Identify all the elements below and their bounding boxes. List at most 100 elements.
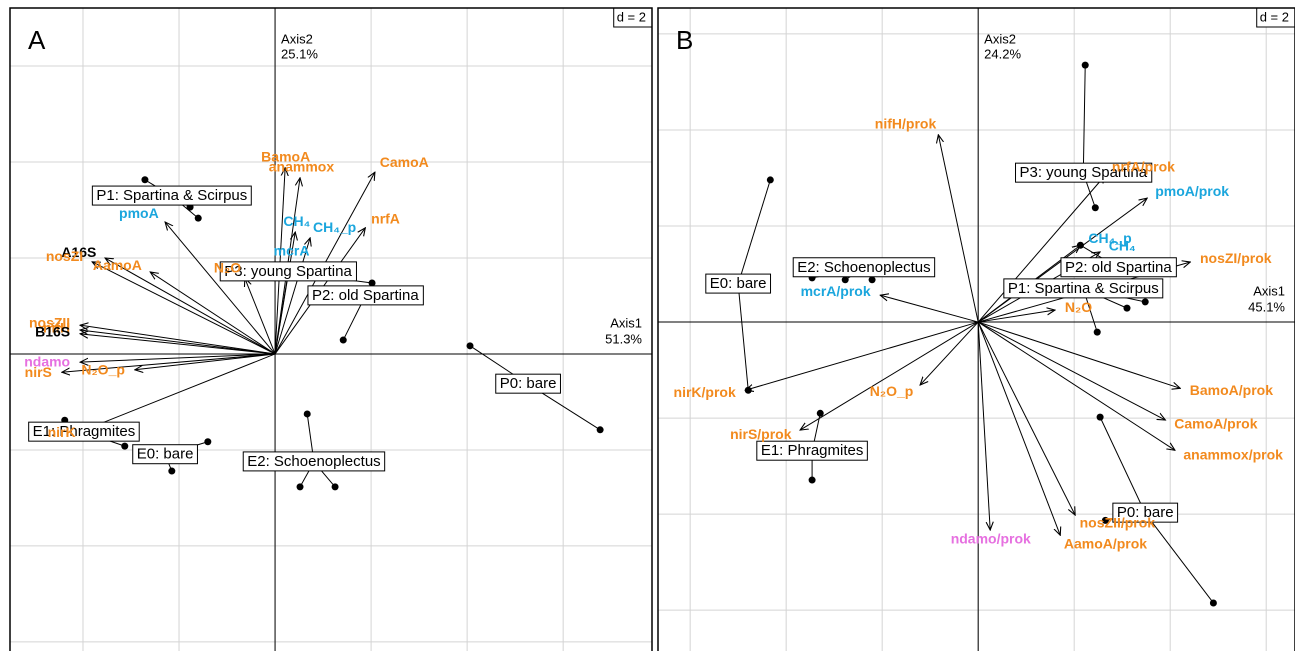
group-label-box xyxy=(756,440,868,461)
loading-arrow xyxy=(977,321,1165,420)
variable-label: anammox xyxy=(269,159,335,175)
site-point xyxy=(1076,241,1084,249)
group-link xyxy=(1144,512,1214,604)
loading-arrow xyxy=(92,262,276,355)
site-point xyxy=(766,176,774,184)
site-point xyxy=(1141,298,1149,306)
loading-arrow xyxy=(80,330,276,355)
scale-label: d = 2 xyxy=(617,9,646,24)
group-link xyxy=(737,179,771,285)
site-point xyxy=(1209,599,1217,607)
group-label-box xyxy=(705,273,772,294)
variable-label: nifH/prok xyxy=(875,116,937,132)
group-label: E0: bare xyxy=(137,446,194,463)
site-point xyxy=(744,386,752,394)
site-point xyxy=(1081,61,1089,69)
variable-label: AamoA/prok xyxy=(1064,535,1147,551)
group-label-box xyxy=(1003,278,1164,299)
group-label-box xyxy=(495,373,561,394)
panel-background xyxy=(658,8,1295,651)
variable-label: nirK/prok xyxy=(674,384,736,400)
variable-label: mcrA/prok xyxy=(801,283,871,299)
site-point xyxy=(1123,304,1131,312)
variable-label: ndamo/prok xyxy=(951,531,1031,547)
variable-label: pmoA/prok xyxy=(1155,183,1229,199)
variable-label: nrfA/prok xyxy=(1112,158,1175,174)
variable-label: ndamo xyxy=(24,353,70,369)
variable-label: nosZI/prok xyxy=(1200,250,1272,266)
variable-label: mcrA xyxy=(274,243,310,259)
group-label-box xyxy=(242,451,386,472)
variable-label: CH₄_p xyxy=(1088,230,1131,246)
x-axis-label: Axis1 xyxy=(610,315,642,330)
variable-label: AamoA xyxy=(93,257,142,273)
variable-label: nirS xyxy=(25,364,52,380)
site-point xyxy=(121,442,129,450)
loading-arrow xyxy=(85,353,276,430)
loading-arrow xyxy=(977,321,1175,450)
group-link xyxy=(1099,416,1146,514)
site-point xyxy=(596,426,604,434)
site-point xyxy=(841,276,849,284)
y-axis-label: Axis2 xyxy=(984,31,1016,46)
group-label-box xyxy=(1112,502,1179,523)
loading-arrow xyxy=(150,272,276,355)
scale-label: d = 2 xyxy=(1260,9,1289,24)
variable-label: N₂O xyxy=(1065,299,1092,315)
panel-frame xyxy=(9,7,653,651)
loading-arrow xyxy=(978,310,1055,323)
loading-arrow xyxy=(105,258,276,355)
variable-label: A16S xyxy=(61,244,96,260)
site-point xyxy=(1093,328,1101,336)
variable-label: nosZII/prok xyxy=(1080,515,1156,531)
variable-label: anammox/prok xyxy=(1183,446,1283,462)
x-axis-label: 51.3% xyxy=(605,331,642,346)
group-link xyxy=(737,284,749,391)
group-label-box xyxy=(132,444,198,465)
variable-label: nosZII xyxy=(29,314,70,330)
y-axis-label: 25.1% xyxy=(281,46,318,61)
group-label: P3: young Spartina xyxy=(1020,164,1148,181)
y-axis-label: Axis2 xyxy=(281,31,313,46)
site-point xyxy=(466,342,474,350)
variable-label: nirK xyxy=(48,424,76,440)
panel-label: A xyxy=(28,25,46,55)
loading-arrow xyxy=(245,278,276,355)
site-point xyxy=(204,438,212,446)
site-point xyxy=(141,176,149,184)
loading-arrow xyxy=(80,325,276,355)
group-label-box xyxy=(307,285,424,306)
variable-label: CamoA/prok xyxy=(1174,415,1257,431)
variable-label: BamoA xyxy=(261,149,310,165)
site-point xyxy=(1091,204,1099,212)
panel-label: B xyxy=(676,25,693,55)
group-label: E1: Phragmites xyxy=(33,423,136,440)
variable-label: N₂O_p xyxy=(81,362,125,378)
panel-background xyxy=(10,8,652,651)
group-label: E2: Schoenoplectus xyxy=(247,453,380,470)
group-label-box xyxy=(91,185,252,206)
loading-arrow xyxy=(274,238,310,355)
site-point xyxy=(1096,413,1104,421)
loading-arrow xyxy=(978,321,1180,388)
loading-arrow xyxy=(165,222,276,355)
variable-label: CH₄ xyxy=(1109,238,1136,254)
x-axis-label: Axis1 xyxy=(1253,283,1285,298)
site-point xyxy=(168,467,176,475)
group-label-box xyxy=(219,261,357,282)
loading-arrow xyxy=(977,322,990,530)
loading-arrow xyxy=(80,334,276,355)
variable-label: CH₄_p xyxy=(313,219,356,235)
y-axis-label: 24.2% xyxy=(984,46,1021,61)
group-label-box xyxy=(1015,162,1153,183)
site-point xyxy=(296,483,304,491)
variable-label: nrfA xyxy=(371,210,400,226)
group-label-box xyxy=(28,421,140,442)
site-point xyxy=(1101,516,1109,524)
group-label: E2: Schoenoplectus xyxy=(797,259,930,276)
loading-arrow xyxy=(977,321,1075,515)
loading-arrow xyxy=(880,295,979,323)
